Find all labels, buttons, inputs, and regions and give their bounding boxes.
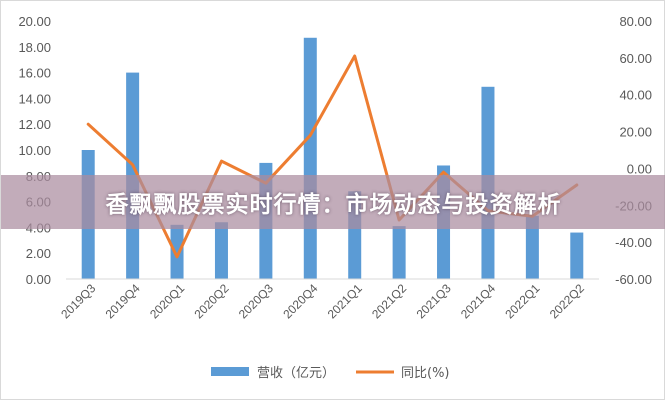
revenue-bars [82, 38, 584, 279]
right-tick-label: -40.00 [615, 235, 652, 250]
legend-label-yoy: 同比(%) [401, 366, 450, 381]
bar-2020Q4 [304, 38, 317, 279]
category-label-2020Q3: 2020Q3 [236, 281, 276, 321]
left-tick-label: 2.00 [26, 246, 51, 261]
category-label-2022Q1: 2022Q1 [502, 281, 542, 321]
category-label-2019Q3: 2019Q3 [58, 281, 98, 321]
bar-2021Q2 [393, 226, 406, 279]
left-tick-label: 10.00 [18, 143, 51, 158]
category-label-2022Q2: 2022Q2 [547, 281, 587, 321]
category-label-2020Q2: 2020Q2 [191, 281, 231, 321]
category-label-2020Q4: 2020Q4 [280, 281, 320, 321]
left-tick-label: 18.00 [18, 40, 51, 55]
title-banner: 香飘飘股票实时行情：市场动态与投资解析 [1, 175, 665, 229]
right-tick-label: -60.00 [615, 272, 652, 287]
legend-swatch-revenue [211, 367, 249, 376]
bar-2022Q2 [570, 233, 583, 279]
left-tick-label: 16.00 [18, 66, 51, 81]
category-label-2020Q1: 2020Q1 [147, 281, 187, 321]
legend: 营收（亿元） 同比(%) [211, 366, 450, 381]
left-tick-label: 20.00 [18, 14, 51, 29]
right-tick-label: 40.00 [619, 88, 652, 103]
right-tick-label: 80.00 [619, 14, 652, 29]
left-tick-label: 12.00 [18, 117, 51, 132]
left-tick-label: 14.00 [18, 91, 51, 106]
category-label-2021Q1: 2021Q1 [325, 281, 365, 321]
category-label-2021Q2: 2021Q2 [369, 281, 409, 321]
category-label-2019Q4: 2019Q4 [103, 281, 143, 321]
left-tick-label: 0.00 [26, 272, 51, 287]
category-label-2021Q3: 2021Q3 [414, 281, 454, 321]
left-axis-ticks: 0.002.004.006.008.0010.0012.0014.0016.00… [18, 14, 51, 287]
category-label-2021Q4: 2021Q4 [458, 281, 498, 321]
banner-title: 香飘飘股票实时行情：市场动态与投资解析 [106, 185, 562, 219]
bar-2020Q2 [215, 222, 228, 279]
right-tick-label: 60.00 [619, 51, 652, 66]
legend-label-revenue: 营收（亿元） [257, 366, 335, 381]
bar-2020Q1 [171, 225, 184, 279]
right-axis-ticks: -60.00-40.00-20.000.0020.0040.0060.0080.… [615, 14, 652, 287]
right-tick-label: 20.00 [619, 125, 652, 140]
